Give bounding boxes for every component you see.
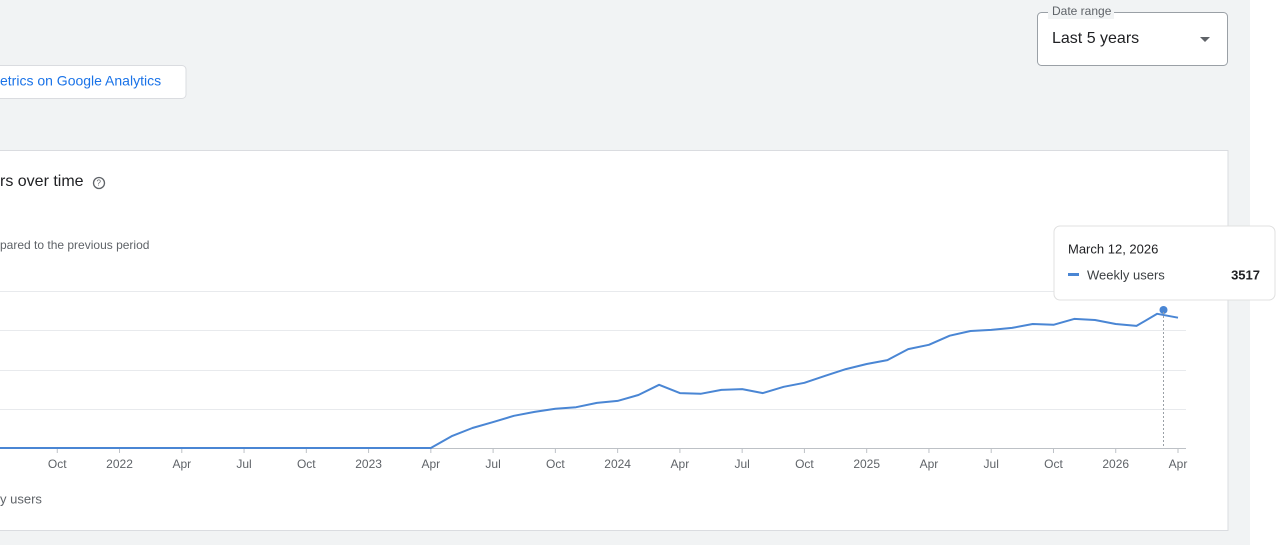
x-tick-label: Oct bbox=[546, 457, 565, 471]
x-tick-label: 2022 bbox=[106, 457, 133, 471]
x-tick-label: Oct bbox=[297, 457, 316, 471]
x-tick-label: 2026 bbox=[1102, 457, 1129, 471]
plot: lOct2022AprJulOct2023AprJulOct2024AprJul… bbox=[0, 291, 1188, 471]
x-tick-label: Apr bbox=[172, 457, 191, 471]
date-range-label: Date range bbox=[1052, 4, 1112, 18]
chart-card bbox=[0, 150, 1229, 531]
date-range-value: Last 5 years bbox=[1052, 30, 1139, 47]
label-bg bbox=[1048, 5, 1114, 19]
x-tick-label: Oct bbox=[48, 457, 67, 471]
dropdown-arrow bbox=[1200, 37, 1210, 42]
x-tick-label: 2025 bbox=[853, 457, 880, 471]
x-tick-label: Jul bbox=[984, 457, 999, 471]
tooltip-value: 3517 bbox=[1231, 267, 1260, 282]
analytics-button-text[interactable]: etrics on Google Analytics bbox=[0, 73, 161, 89]
help-icon[interactable] bbox=[92, 176, 106, 190]
x-tick-label: Jul bbox=[485, 457, 500, 471]
x-tick-label: 2024 bbox=[604, 457, 631, 471]
tooltip-series: Weekly users bbox=[1087, 267, 1165, 282]
x-tick-label: Jul bbox=[236, 457, 251, 471]
help-icon-glyph: ? bbox=[97, 179, 102, 188]
x-tick-label: Oct bbox=[1044, 457, 1063, 471]
tooltip-box bbox=[1053, 225, 1276, 301]
card-title: rs over time bbox=[0, 173, 84, 190]
x-tick-label: Apr bbox=[421, 457, 440, 471]
analytics-button[interactable] bbox=[0, 65, 187, 99]
x-tick-label: Apr bbox=[671, 457, 690, 471]
card-subtitle: pared to the previous period bbox=[0, 238, 149, 252]
x-tick-label: Apr bbox=[920, 457, 939, 471]
hover-point bbox=[1159, 305, 1168, 314]
x-tick-label: Apr bbox=[1169, 457, 1188, 471]
tooltip-swatch bbox=[1068, 273, 1079, 276]
tooltip: March 12, 2026 Weekly users 3517 bbox=[1053, 225, 1276, 301]
x-tick-label: Oct bbox=[795, 457, 814, 471]
legend-entry: y users bbox=[0, 491, 42, 506]
date-range-select[interactable] bbox=[1037, 12, 1228, 66]
series-line bbox=[0, 312, 1179, 449]
tooltip-date: March 12, 2026 bbox=[1068, 241, 1158, 256]
x-tick-label: Jul bbox=[734, 457, 749, 471]
x-tick-label: 2023 bbox=[355, 457, 382, 471]
